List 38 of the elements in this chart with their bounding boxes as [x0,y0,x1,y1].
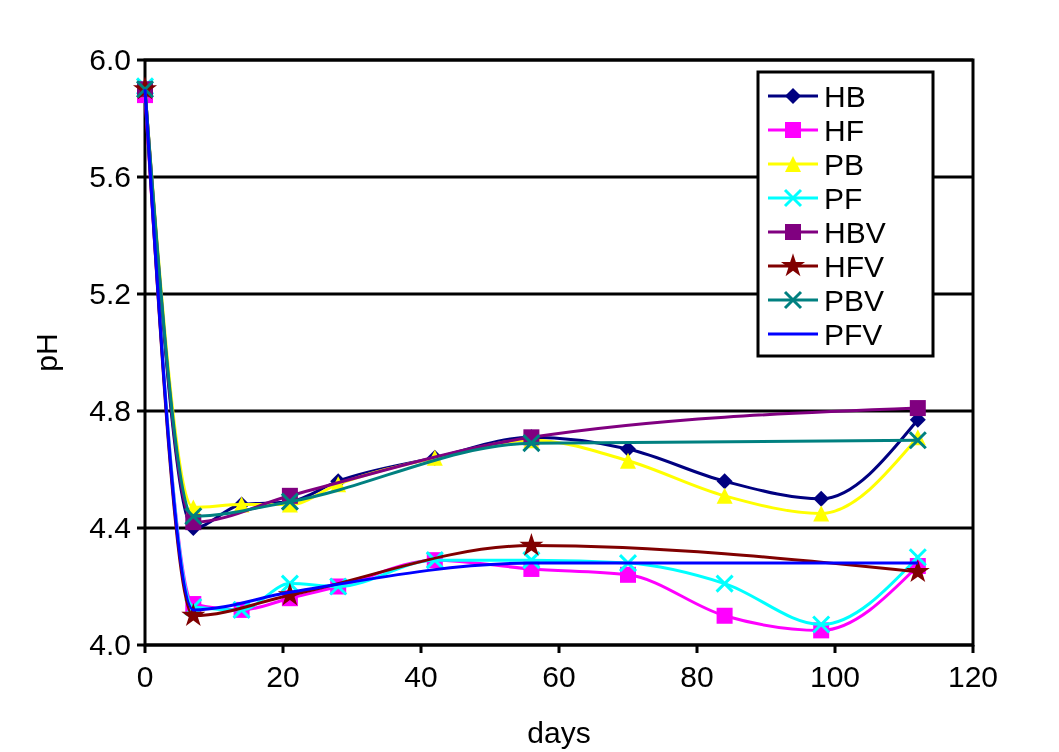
point [280,574,300,594]
x-tick-label: 120 [947,660,999,693]
legend-label: PBV [824,284,885,317]
legend-label: PF [824,182,863,215]
y-tick-label: 5.2 [89,277,131,310]
legend-label: PB [824,148,865,181]
x-tick-label: 100 [809,660,861,693]
x-axis-title: days [527,716,591,749]
y-tick-label: 4.8 [89,394,131,427]
point [813,505,830,522]
x-tick-label: 80 [680,660,714,693]
legend-label: HBV [824,216,886,249]
legend-label: HF [824,114,864,147]
point [715,574,735,594]
y-tick-label: 6.0 [89,43,131,76]
legend-label: PFV [824,318,883,351]
point [519,532,544,556]
point [620,452,636,469]
x-tick-label: 0 [136,660,154,693]
point [716,487,733,504]
point [908,547,928,567]
point [909,400,926,417]
point [813,490,830,507]
x-tick-label: 20 [266,660,300,693]
legend-label: HB [824,80,866,113]
x-tick-label: 60 [542,660,576,693]
point [811,615,831,635]
point [181,603,206,626]
point [716,473,733,490]
y-tick-label: 4.0 [89,628,131,661]
x-tick-label: 40 [404,660,438,693]
y-tick-label: 5.6 [89,160,131,193]
point [183,506,203,526]
point [905,559,930,583]
y-axis-title: pH [30,333,63,372]
point [716,607,733,624]
legend-label: HFV [824,250,884,283]
y-tick-label: 4.4 [89,511,131,544]
